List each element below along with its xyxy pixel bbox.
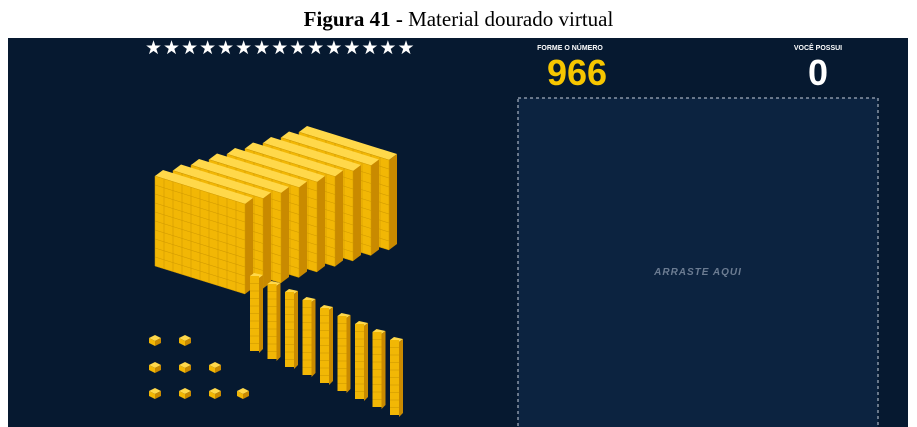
ten-rod[interactable] [303,297,316,377]
plate-side [263,193,271,289]
target-number: 966 [547,52,607,93]
plate-side [317,176,325,272]
page: Figura 41 - Material dourado virtual ★★★… [0,0,917,427]
have-number: 0 [808,52,828,93]
rod-side [259,275,263,353]
ten-rod[interactable] [268,281,281,361]
rod-side [347,315,351,393]
rod-side [294,291,298,369]
plate-side [335,171,343,267]
plate-side [281,187,289,283]
ten-rod[interactable] [355,321,368,401]
ten-rod[interactable] [390,337,403,417]
have-label: VOCÊ POSSUI [794,43,842,52]
rod-side [312,299,316,377]
stars: ★★★★★★★★★★★★★★★ [145,38,416,59]
ten-rod[interactable] [373,329,386,409]
rod-side [277,283,281,361]
target-label: FORME O NÚMERO [537,43,603,52]
plate-side [299,182,307,278]
drop-zone[interactable] [518,98,878,427]
ten-rod[interactable] [250,273,263,353]
rod-side [382,331,386,409]
game-screen: ★★★★★★★★★★★★★★★ FORME O NÚMERO 966 VOCÊ … [0,0,917,427]
rod-side [364,323,368,401]
rod-side [399,339,403,417]
plate-side [371,160,379,256]
rod-side [329,307,333,385]
ten-rod[interactable] [320,305,333,385]
ten-rod[interactable] [285,289,298,369]
drop-zone-label: ARRASTE AQUI [653,267,742,278]
plate-side [389,154,397,250]
ten-rod[interactable] [338,313,351,393]
plate-side [353,165,361,261]
